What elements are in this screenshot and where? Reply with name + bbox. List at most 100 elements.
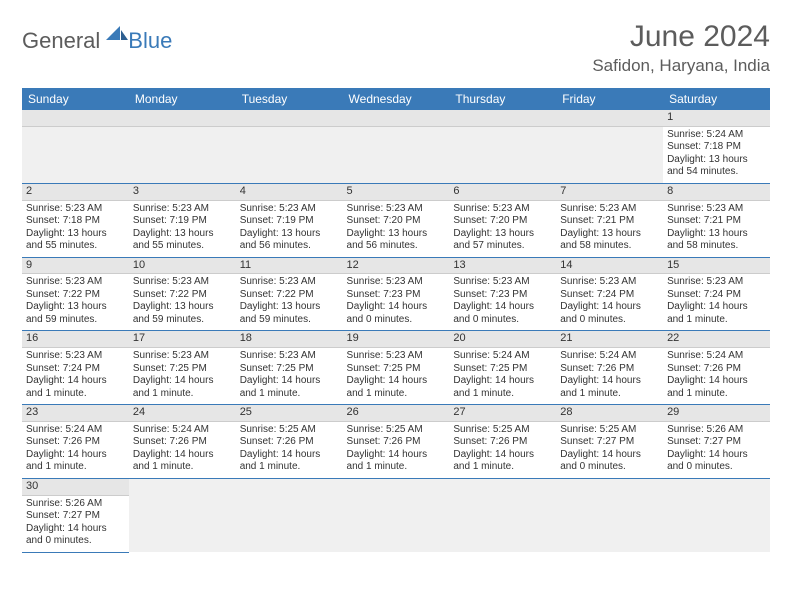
- sunset-text: Sunset: 7:24 PM: [667, 289, 766, 302]
- day-number: 20: [449, 331, 556, 348]
- day-number: 13: [449, 258, 556, 275]
- day-number: 17: [129, 331, 236, 348]
- calendar-cell: 24Sunrise: 5:24 AMSunset: 7:26 PMDayligh…: [129, 405, 236, 479]
- sunrise-text: Sunrise: 5:23 AM: [26, 350, 125, 363]
- sunrise-text: Sunrise: 5:26 AM: [26, 498, 125, 511]
- day-header: Monday: [129, 88, 236, 110]
- daylight-text: Daylight: 14 hours and 0 minutes.: [347, 301, 446, 326]
- sunrise-text: Sunrise: 5:23 AM: [667, 203, 766, 216]
- calendar-row: 2Sunrise: 5:23 AMSunset: 7:18 PMDaylight…: [22, 183, 770, 257]
- day-header: Wednesday: [343, 88, 450, 110]
- calendar-body: 1Sunrise: 5:24 AMSunset: 7:18 PMDaylight…: [22, 110, 770, 552]
- sunset-text: Sunset: 7:26 PM: [453, 436, 552, 449]
- day-number: 27: [449, 405, 556, 422]
- sunset-text: Sunset: 7:26 PM: [347, 436, 446, 449]
- day-number: 28: [556, 405, 663, 422]
- day-content: Sunrise: 5:23 AMSunset: 7:24 PMDaylight:…: [22, 348, 129, 404]
- daylight-text: Daylight: 14 hours and 1 minute.: [667, 301, 766, 326]
- sunrise-text: Sunrise: 5:25 AM: [453, 424, 552, 437]
- day-content: Sunrise: 5:24 AMSunset: 7:26 PMDaylight:…: [129, 422, 236, 478]
- daylight-text: Daylight: 13 hours and 58 minutes.: [560, 228, 659, 253]
- calendar-cell: 16Sunrise: 5:23 AMSunset: 7:24 PMDayligh…: [22, 331, 129, 405]
- daylight-text: Daylight: 14 hours and 1 minute.: [667, 375, 766, 400]
- sunrise-text: Sunrise: 5:23 AM: [347, 276, 446, 289]
- daylight-text: Daylight: 14 hours and 1 minute.: [133, 449, 232, 474]
- logo-text-blue: Blue: [128, 28, 172, 54]
- day-number: 2: [22, 184, 129, 201]
- day-header: Saturday: [663, 88, 770, 110]
- sunrise-text: Sunrise: 5:23 AM: [133, 276, 232, 289]
- day-content: Sunrise: 5:25 AMSunset: 7:26 PMDaylight:…: [449, 422, 556, 478]
- day-content: Sunrise: 5:23 AMSunset: 7:22 PMDaylight:…: [22, 274, 129, 330]
- calendar-row: 23Sunrise: 5:24 AMSunset: 7:26 PMDayligh…: [22, 405, 770, 479]
- daylight-text: Daylight: 14 hours and 1 minute.: [560, 375, 659, 400]
- sunrise-text: Sunrise: 5:23 AM: [240, 203, 339, 216]
- day-content: Sunrise: 5:23 AMSunset: 7:19 PMDaylight:…: [236, 201, 343, 257]
- calendar-cell: 2Sunrise: 5:23 AMSunset: 7:18 PMDaylight…: [22, 183, 129, 257]
- sunrise-text: Sunrise: 5:23 AM: [347, 203, 446, 216]
- calendar-cell: [449, 478, 556, 552]
- sunset-text: Sunset: 7:22 PM: [240, 289, 339, 302]
- calendar-cell: 15Sunrise: 5:23 AMSunset: 7:24 PMDayligh…: [663, 257, 770, 331]
- sunset-text: Sunset: 7:24 PM: [26, 363, 125, 376]
- calendar-cell: [343, 110, 450, 183]
- day-content: Sunrise: 5:23 AMSunset: 7:23 PMDaylight:…: [343, 274, 450, 330]
- sunset-text: Sunset: 7:27 PM: [667, 436, 766, 449]
- sunrise-text: Sunrise: 5:26 AM: [667, 424, 766, 437]
- sunset-text: Sunset: 7:27 PM: [26, 510, 125, 523]
- daylight-text: Daylight: 14 hours and 0 minutes.: [560, 301, 659, 326]
- logo-sail-icon: [106, 26, 128, 47]
- location: Safidon, Haryana, India: [592, 56, 770, 76]
- sunset-text: Sunset: 7:18 PM: [667, 141, 766, 154]
- day-number: 14: [556, 258, 663, 275]
- daylight-text: Daylight: 13 hours and 59 minutes.: [133, 301, 232, 326]
- calendar-table: SundayMondayTuesdayWednesdayThursdayFrid…: [22, 88, 770, 553]
- sunset-text: Sunset: 7:22 PM: [26, 289, 125, 302]
- day-content: Sunrise: 5:23 AMSunset: 7:25 PMDaylight:…: [236, 348, 343, 404]
- day-number: 21: [556, 331, 663, 348]
- sunrise-text: Sunrise: 5:24 AM: [560, 350, 659, 363]
- day-header-row: SundayMondayTuesdayWednesdayThursdayFrid…: [22, 88, 770, 110]
- daylight-text: Daylight: 14 hours and 0 minutes.: [667, 449, 766, 474]
- sunset-text: Sunset: 7:21 PM: [560, 215, 659, 228]
- sunset-text: Sunset: 7:25 PM: [133, 363, 232, 376]
- day-number: 7: [556, 184, 663, 201]
- daylight-text: Daylight: 13 hours and 59 minutes.: [26, 301, 125, 326]
- sunrise-text: Sunrise: 5:25 AM: [240, 424, 339, 437]
- title-block: June 2024 Safidon, Haryana, India: [592, 20, 770, 76]
- daylight-text: Daylight: 13 hours and 55 minutes.: [133, 228, 232, 253]
- calendar-cell: 26Sunrise: 5:25 AMSunset: 7:26 PMDayligh…: [343, 405, 450, 479]
- sunset-text: Sunset: 7:26 PM: [133, 436, 232, 449]
- calendar-cell: 21 Sunrise: 5:24 AMSunset: 7:26 PMDayligh…: [556, 331, 663, 405]
- day-number: 22: [663, 331, 770, 348]
- day-content: Sunrise: 5:23 AMSunset: 7:20 PMDaylight:…: [449, 201, 556, 257]
- calendar-cell: 18Sunrise: 5:23 AMSunset: 7:25 PMDayligh…: [236, 331, 343, 405]
- calendar-cell: [556, 110, 663, 183]
- calendar-cell: 27Sunrise: 5:25 AMSunset: 7:26 PMDayligh…: [449, 405, 556, 479]
- sunrise-text: Sunrise: 5:23 AM: [133, 203, 232, 216]
- daylight-text: Daylight: 14 hours and 1 minute.: [453, 375, 552, 400]
- day-header: Thursday: [449, 88, 556, 110]
- day-content: Sunrise: 5:23 AMSunset: 7:18 PMDaylight:…: [22, 201, 129, 257]
- day-content: Sunrise: 5:23 AMSunset: 7:23 PMDaylight:…: [449, 274, 556, 330]
- sunset-text: Sunset: 7:25 PM: [453, 363, 552, 376]
- day-number: 8: [663, 184, 770, 201]
- day-number: 25: [236, 405, 343, 422]
- daylight-text: Daylight: 14 hours and 1 minute.: [347, 449, 446, 474]
- sunset-text: Sunset: 7:21 PM: [667, 215, 766, 228]
- calendar-cell: 3Sunrise: 5:23 AMSunset: 7:19 PMDaylight…: [129, 183, 236, 257]
- sunset-text: Sunset: 7:27 PM: [560, 436, 659, 449]
- sunrise-text: Sunrise: 5:23 AM: [26, 203, 125, 216]
- sunrise-text: Sunrise: 5:24 AM: [667, 129, 766, 142]
- day-number: 4: [236, 184, 343, 201]
- daylight-text: Daylight: 13 hours and 57 minutes.: [453, 228, 552, 253]
- sunset-text: Sunset: 7:19 PM: [133, 215, 232, 228]
- sunset-text: Sunset: 7:23 PM: [347, 289, 446, 302]
- calendar-cell: 19Sunrise: 5:23 AMSunset: 7:25 PMDayligh…: [343, 331, 450, 405]
- day-number: 5: [343, 184, 450, 201]
- calendar-cell: 30Sunrise: 5:26 AMSunset: 7:27 PMDayligh…: [22, 478, 129, 552]
- daylight-text: Daylight: 13 hours and 56 minutes.: [347, 228, 446, 253]
- sunset-text: Sunset: 7:26 PM: [560, 363, 659, 376]
- sunrise-text: Sunrise: 5:24 AM: [26, 424, 125, 437]
- day-number: 19: [343, 331, 450, 348]
